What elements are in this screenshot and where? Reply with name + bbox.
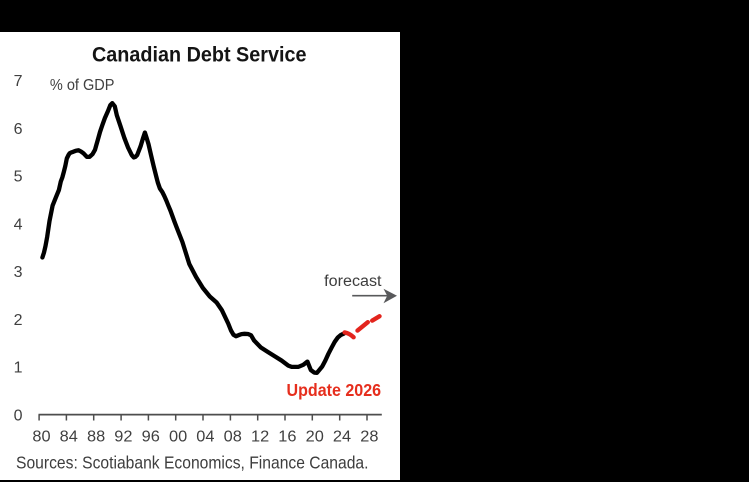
svg-text:04: 04 xyxy=(196,429,214,446)
svg-text:08: 08 xyxy=(224,429,242,446)
svg-text:5: 5 xyxy=(14,169,23,186)
svg-text:88: 88 xyxy=(87,429,105,446)
svg-text:92: 92 xyxy=(114,429,132,446)
svg-text:Canadian Debt Service: Canadian Debt Service xyxy=(92,43,307,66)
svg-text:96: 96 xyxy=(142,429,160,446)
svg-text:% of GDP: % of GDP xyxy=(50,77,115,94)
svg-text:24: 24 xyxy=(333,429,351,446)
svg-text:28: 28 xyxy=(360,429,378,446)
svg-text:0: 0 xyxy=(14,407,23,424)
svg-text:00: 00 xyxy=(169,429,187,446)
svg-text:Sources: Scotiabank Economics,: Sources: Scotiabank Economics, Finance C… xyxy=(16,452,369,472)
svg-text:80: 80 xyxy=(32,429,50,446)
svg-text:6: 6 xyxy=(14,121,23,138)
svg-text:16: 16 xyxy=(278,429,296,446)
svg-text:1: 1 xyxy=(14,360,23,377)
svg-text:84: 84 xyxy=(60,429,78,446)
svg-text:2: 2 xyxy=(14,312,23,329)
svg-text:7: 7 xyxy=(14,73,23,90)
svg-text:12: 12 xyxy=(251,429,269,446)
svg-text:20: 20 xyxy=(306,429,324,446)
svg-text:4: 4 xyxy=(14,216,23,233)
svg-text:Update 2026: Update 2026 xyxy=(287,380,382,400)
svg-text:forecast: forecast xyxy=(324,273,382,290)
svg-text:3: 3 xyxy=(14,264,23,281)
